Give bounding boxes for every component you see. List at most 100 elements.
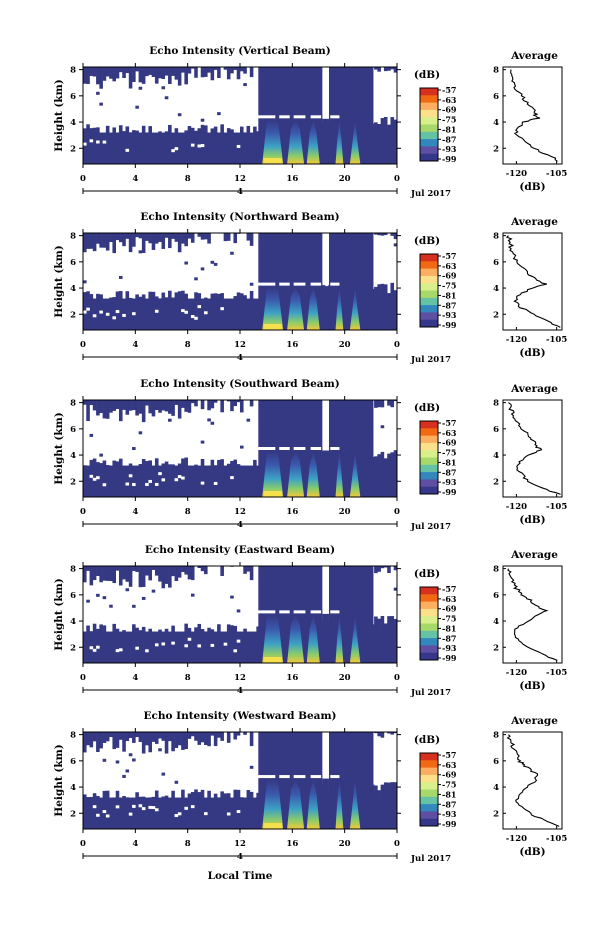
average-frame: [502, 565, 563, 664]
echo-cell: [236, 732, 241, 736]
gap-cell: [184, 806, 188, 810]
avg-x-tick-label: -105: [546, 668, 567, 678]
melting-layer-segment: [293, 282, 306, 286]
x-tick-label: 12: [234, 673, 246, 683]
echo-cell: [154, 732, 159, 744]
colorbar-tick-label: -75: [442, 780, 456, 790]
melting-layer-segment: [255, 775, 276, 779]
echo-cell: [174, 400, 179, 405]
echo-speck: [177, 113, 182, 117]
avg-y-tick-label: 2: [493, 809, 499, 819]
echo-speck: [200, 267, 205, 271]
echo-cell: [377, 124, 381, 134]
echo-cell: [92, 458, 97, 467]
echo-cell: [112, 566, 117, 584]
colorbar-tick-label: -93: [442, 477, 457, 487]
x-tick-label: 20: [339, 673, 351, 683]
echo-cell: [377, 233, 381, 236]
colorbar-tick-label: -75: [442, 281, 456, 291]
gap-cell: [148, 479, 152, 483]
echo-cell: [217, 797, 221, 799]
echo-cell: [164, 233, 169, 238]
echo-cell: [390, 400, 395, 408]
echo-cell: [181, 290, 185, 300]
avg-y-tick-label: 6: [493, 425, 499, 435]
colorbar-tick-label: -99: [442, 320, 457, 330]
echo-cell: [92, 793, 97, 799]
echo-cell: [184, 400, 188, 412]
avg-x-tick-label: -120: [506, 169, 527, 179]
echo-cell: [243, 566, 247, 574]
avg-x-label: (dB): [519, 846, 545, 858]
gap-cell: [99, 310, 103, 314]
echo-cell: [122, 630, 126, 633]
melting-layer-segment: [293, 115, 306, 119]
echo-cell: [387, 124, 391, 134]
echo-cell: [115, 566, 120, 571]
colorbar-swatch: [420, 268, 438, 277]
gap-cell: [151, 806, 156, 810]
gap-cell: [197, 644, 202, 648]
echo-cell: [187, 67, 192, 74]
melting-layer-segment: [293, 447, 306, 450]
y-tick-label: 2: [70, 643, 76, 653]
echo-cell: [181, 458, 185, 467]
echo-cell: [181, 566, 185, 573]
avg-x-label: (dB): [519, 181, 545, 193]
avg-y-tick-label: 8: [493, 731, 499, 741]
colorbar-tick-label: -81: [442, 789, 456, 799]
echo-cell: [230, 625, 234, 633]
echo-cell: [148, 566, 152, 581]
echo-cell: [213, 465, 218, 467]
echo-cell: [99, 233, 103, 248]
echo-speck: [132, 604, 136, 608]
echo-cell: [92, 566, 97, 581]
x-tick-label: 0: [394, 174, 400, 184]
echo-cell: [115, 732, 120, 748]
colorbar-swatch: [420, 88, 438, 96]
echo-cell: [390, 233, 395, 236]
precipitation-plume: [349, 287, 361, 330]
echo-cell: [374, 732, 378, 734]
y-tick-label: 2: [70, 144, 76, 154]
echo-cell: [377, 566, 381, 572]
panel-title: Echo Intensity (Eastward Beam): [145, 544, 335, 556]
echo-cell: [380, 283, 385, 300]
colorbar-tick-label: -93: [442, 310, 457, 320]
echo-cell: [96, 795, 100, 799]
echo-cell: [233, 67, 238, 70]
echo-cell: [99, 624, 103, 633]
echo-cell: [164, 732, 169, 754]
colorbar-swatch: [420, 774, 438, 783]
echo-cell: [393, 782, 398, 799]
echo-cell: [243, 465, 247, 467]
echo-cell: [158, 233, 162, 242]
echo-cell: [151, 566, 156, 570]
echo-cell: [174, 233, 179, 242]
gap-cell: [197, 305, 202, 309]
echo-cell: [387, 453, 391, 467]
colorbar-frame: [419, 420, 439, 495]
echo-cell: [220, 566, 224, 576]
gap-cell: [135, 646, 139, 650]
colorbar-tick-label: -69: [442, 105, 457, 115]
avg-x-tick-label: -120: [506, 502, 527, 512]
echo-cell: [135, 732, 139, 738]
echo-cell: [233, 625, 238, 633]
echo-cell: [177, 67, 182, 86]
echo-cell: [145, 461, 149, 467]
date-label: Jul 2017: [410, 688, 451, 698]
colorbar-frame: [419, 586, 439, 661]
echo-cell: [383, 566, 388, 568]
avg-y-tick-label: 6: [493, 92, 499, 102]
echo-cell: [115, 67, 120, 79]
x-tick-label: 0: [80, 174, 86, 184]
echo-cell: [184, 457, 188, 467]
echo-cell: [174, 67, 179, 80]
gap-cell: [190, 315, 195, 319]
echo-speck: [161, 772, 166, 776]
colorbar-tick-label: -93: [442, 144, 457, 154]
echo-cell: [168, 290, 172, 300]
echo-cell: [374, 785, 378, 799]
